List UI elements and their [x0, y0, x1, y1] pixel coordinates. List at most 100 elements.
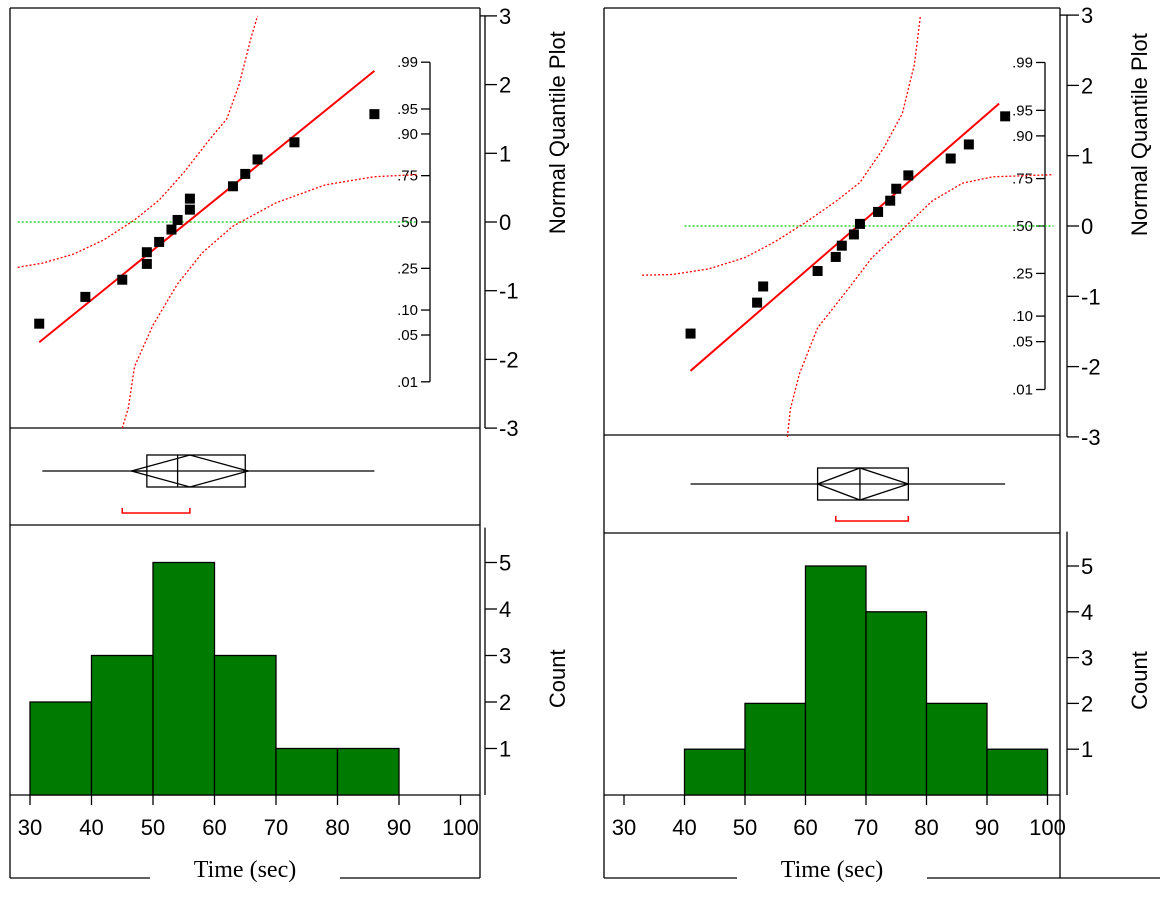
probability-tick-label: .25 [1012, 265, 1033, 282]
probability-tick-label: .50 [1012, 218, 1033, 235]
count-tick-label: 4 [1081, 600, 1093, 625]
x-axis-label: Time (sec) [781, 857, 883, 883]
quantile-axis-label: Normal Quantile Plot [1127, 33, 1152, 236]
quantile-point [141, 258, 152, 269]
x-tick-label: 50 [141, 815, 165, 840]
quantile-tick-label: -2 [499, 347, 519, 372]
x-tick-label: 60 [793, 815, 817, 840]
quantile-point [885, 195, 896, 206]
x-tick-label: 40 [672, 815, 696, 840]
quantile-point [752, 297, 763, 308]
probability-tick-label: .10 [397, 302, 418, 319]
histogram-bar [683, 748, 746, 796]
count-axis-label: Count [1127, 651, 1152, 710]
quantile-point [903, 170, 914, 181]
x-tick-label: 50 [733, 815, 757, 840]
quantile-tick-label: 0 [499, 210, 511, 235]
quantile-tick-label: 1 [499, 141, 511, 166]
probability-tick-label: .95 [397, 101, 418, 118]
quantile-point [34, 318, 45, 329]
probability-tick-label: .90 [397, 126, 418, 143]
x-tick-label: 60 [202, 815, 226, 840]
probability-tick-label: .75 [1012, 171, 1033, 188]
quantile-point [945, 153, 956, 164]
histogram-bar [804, 565, 867, 796]
quantile-point [184, 193, 195, 204]
quantile-point [184, 204, 195, 215]
x-tick-label: 40 [79, 815, 103, 840]
probability-tick-label: .99 [1012, 54, 1033, 71]
quantile-point [812, 265, 823, 276]
probability-tick-label: .10 [1012, 308, 1033, 325]
panel-1: Time (sec)-3-2-10123.99.95.90.75.50.25.1… [9, 4, 570, 883]
histogram-bar [213, 654, 277, 796]
quantile-point [80, 291, 91, 302]
quantile-point [1000, 111, 1011, 122]
quantile-point [685, 328, 696, 339]
quantile-tick-label: 2 [1081, 73, 1093, 98]
count-tick-label: 2 [1081, 691, 1093, 716]
histogram-bar [336, 747, 400, 796]
histogram-bar [925, 702, 988, 796]
quantile-point [172, 214, 183, 225]
quantile-point [141, 247, 152, 258]
quantile-tick-label: -2 [1081, 355, 1101, 380]
x-tick-label: 80 [325, 815, 349, 840]
probability-tick-label: .75 [397, 168, 418, 185]
quantile-point [166, 224, 177, 235]
quantile-tick-label: 0 [1081, 214, 1093, 239]
quantile-point [252, 154, 263, 165]
count-tick-label: 1 [499, 737, 511, 762]
histogram-bar [275, 747, 339, 796]
probability-tick-label: .01 [1012, 382, 1033, 399]
probability-tick-label: .01 [397, 374, 418, 391]
count-tick-label: 2 [499, 690, 511, 715]
quantile-point [854, 218, 865, 229]
quantile-point [963, 139, 974, 150]
quantile-tick-label: -3 [499, 416, 519, 441]
count-tick-label: 3 [499, 644, 511, 669]
quantile-point [117, 274, 128, 285]
x-tick-label: 80 [914, 815, 938, 840]
x-tick-label: 70 [264, 815, 288, 840]
quantile-point [848, 229, 859, 240]
x-tick-label: 90 [387, 815, 411, 840]
x-tick-label: 90 [975, 815, 999, 840]
quantile-tick-label: 3 [499, 4, 511, 29]
confidence-band-lower [786, 174, 1054, 437]
probability-tick-label: .90 [1012, 128, 1033, 145]
quantile-tick-label: -1 [499, 279, 519, 304]
confidence-band-lower [121, 173, 418, 429]
x-axis-label: Time (sec) [194, 857, 296, 883]
probability-tick-label: .99 [397, 54, 418, 71]
quantile-tick-label: -1 [1081, 284, 1101, 309]
x-tick-label: 30 [612, 815, 636, 840]
quantile-tick-label: 2 [499, 73, 511, 98]
histogram-bar [90, 654, 154, 796]
x-tick-label: 100 [442, 815, 479, 840]
count-tick-label: 5 [1081, 554, 1093, 579]
histogram-bar [29, 701, 93, 796]
x-tick-label: 30 [18, 815, 42, 840]
x-tick-label: 70 [854, 815, 878, 840]
count-tick-label: 3 [1081, 646, 1093, 671]
x-tick-label: 100 [1029, 815, 1066, 840]
quantile-tick-label: 3 [1081, 3, 1093, 28]
normal-fit-line [689, 102, 1000, 372]
quantile-point [154, 236, 165, 247]
quantile-point [836, 240, 847, 251]
probability-tick-label: .05 [1012, 334, 1033, 351]
quantile-point [873, 206, 884, 217]
quantile-tick-label: 1 [1081, 144, 1093, 169]
quantile-point [891, 183, 902, 194]
histogram-bar [744, 702, 807, 796]
normal-fit-line [38, 70, 376, 344]
probability-tick-label: .25 [397, 260, 418, 277]
histogram-bar [986, 748, 1049, 796]
probability-tick-label: .95 [1012, 102, 1033, 119]
histogram-bar [865, 611, 928, 796]
quantile-point [240, 168, 251, 179]
count-tick-label: 1 [1081, 737, 1093, 762]
